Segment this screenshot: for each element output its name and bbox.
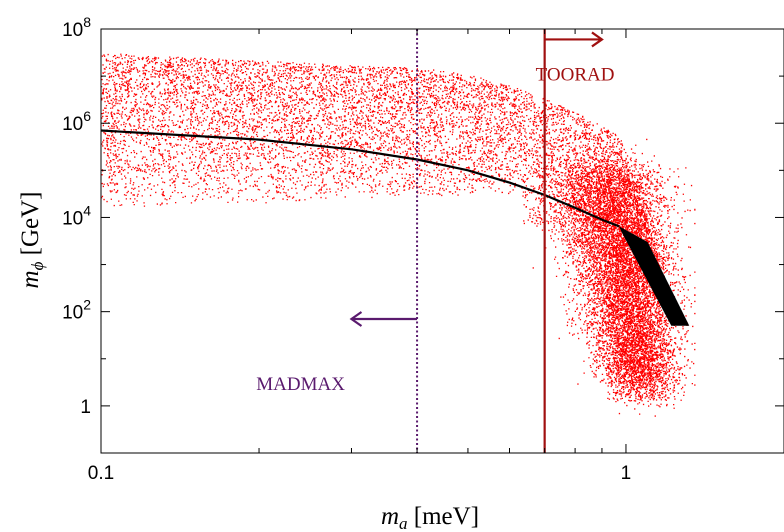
y-tick-label: 1 xyxy=(80,397,91,418)
benchmark-band xyxy=(619,226,690,326)
overlay-layer xyxy=(101,29,690,453)
scatter-points xyxy=(101,53,696,417)
annotations: MADMAX TOORAD xyxy=(256,31,615,395)
x-tick-label: 0.1 xyxy=(88,463,114,484)
x-tick-label: 1 xyxy=(621,463,632,484)
madmax-arrow xyxy=(349,311,418,327)
toorad-arrow xyxy=(544,31,604,48)
y-tick-label: 104 xyxy=(62,202,91,229)
axis-ticks: 0.1 1 1 102 104 106 108 xyxy=(62,14,784,484)
toorad-label: TOORAD xyxy=(536,65,615,86)
y-tick-label: 102 xyxy=(62,297,91,324)
madmax-label: MADMAX xyxy=(256,374,345,395)
benchmark-curve xyxy=(101,129,620,228)
y-tick-label: 108 xyxy=(62,14,91,41)
scatter-cloud xyxy=(101,53,696,417)
plot-frame xyxy=(100,28,784,454)
x-axis-label: ma [meV] xyxy=(381,503,479,532)
y-tick-label: 106 xyxy=(62,108,91,135)
y-axis-label: mϕ [GeV] xyxy=(17,192,47,289)
